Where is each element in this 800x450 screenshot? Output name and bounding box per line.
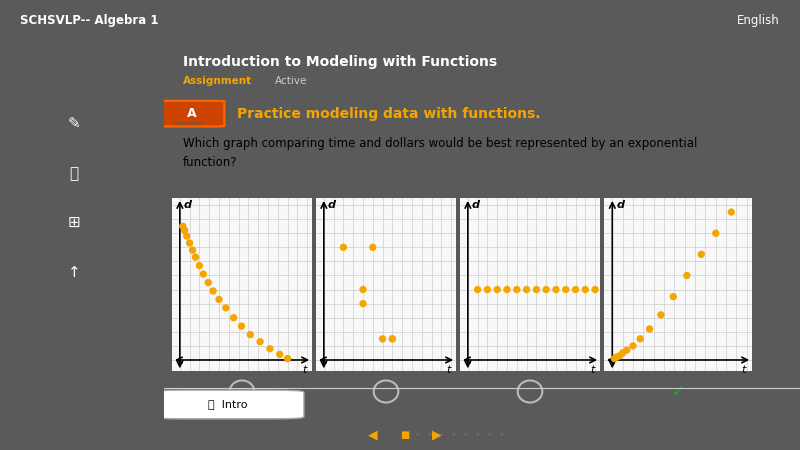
Point bbox=[180, 233, 193, 240]
Text: ▶: ▶ bbox=[432, 429, 442, 442]
Point bbox=[227, 314, 240, 321]
Text: d: d bbox=[328, 200, 336, 210]
Point bbox=[386, 335, 398, 342]
Point bbox=[598, 286, 611, 293]
Point bbox=[725, 208, 738, 216]
Point bbox=[178, 227, 191, 234]
Point bbox=[510, 286, 523, 293]
Point bbox=[357, 286, 370, 293]
Point bbox=[626, 342, 639, 350]
Text: t: t bbox=[742, 364, 746, 375]
Point bbox=[386, 335, 398, 342]
Point bbox=[357, 300, 370, 307]
Text: t: t bbox=[590, 364, 594, 375]
Point bbox=[634, 335, 646, 342]
Text: d: d bbox=[472, 200, 480, 210]
Point bbox=[559, 286, 572, 293]
Point bbox=[695, 251, 708, 258]
Point bbox=[520, 286, 533, 293]
Text: ·: · bbox=[428, 430, 432, 441]
Text: Practice modeling data with functions.: Practice modeling data with functions. bbox=[237, 107, 541, 121]
Text: Introduction to Modeling with Functions: Introduction to Modeling with Functions bbox=[183, 55, 498, 69]
Text: ◀: ◀ bbox=[368, 429, 378, 442]
Point bbox=[613, 352, 626, 360]
Point bbox=[481, 286, 494, 293]
Text: Assignment: Assignment bbox=[173, 121, 206, 126]
Text: SCHSVLP-- Algebra 1: SCHSVLP-- Algebra 1 bbox=[20, 14, 158, 27]
Text: English: English bbox=[738, 14, 780, 27]
Point bbox=[366, 244, 379, 251]
Text: ·: · bbox=[476, 430, 480, 441]
Point bbox=[189, 253, 202, 261]
Point bbox=[263, 345, 276, 352]
FancyBboxPatch shape bbox=[158, 101, 225, 126]
Point bbox=[193, 262, 206, 269]
Text: ■: ■ bbox=[400, 430, 410, 441]
Text: d: d bbox=[184, 200, 192, 210]
Text: ✓: ✓ bbox=[670, 382, 686, 400]
Point bbox=[471, 286, 484, 293]
Point bbox=[610, 354, 623, 361]
Text: ·: · bbox=[452, 430, 456, 441]
Point bbox=[501, 286, 514, 293]
Point bbox=[244, 331, 257, 338]
Text: A: A bbox=[186, 107, 196, 120]
Point bbox=[202, 279, 214, 286]
Text: ✎: ✎ bbox=[67, 116, 80, 131]
Point bbox=[219, 304, 232, 311]
Point bbox=[376, 335, 389, 342]
Point bbox=[608, 355, 621, 362]
Point bbox=[667, 293, 680, 300]
Point bbox=[176, 223, 189, 230]
Text: Assignment: Assignment bbox=[183, 76, 252, 86]
Text: 🔊  Intro: 🔊 Intro bbox=[208, 399, 247, 409]
Text: Which graph comparing time and dollars would be best represented by an exponenti: Which graph comparing time and dollars w… bbox=[183, 137, 698, 169]
Point bbox=[197, 270, 210, 278]
Text: t: t bbox=[446, 364, 450, 375]
Point bbox=[337, 244, 350, 251]
Point bbox=[254, 338, 266, 345]
Point bbox=[569, 286, 582, 293]
Point bbox=[550, 286, 562, 293]
Text: Active: Active bbox=[275, 76, 308, 86]
Text: t: t bbox=[302, 364, 306, 375]
FancyBboxPatch shape bbox=[151, 390, 304, 419]
Text: ·: · bbox=[488, 430, 492, 441]
Text: ·: · bbox=[416, 430, 420, 441]
Point bbox=[643, 325, 656, 333]
Point bbox=[616, 349, 629, 356]
Point bbox=[654, 311, 667, 319]
Point bbox=[680, 272, 693, 279]
Text: ↑: ↑ bbox=[67, 265, 80, 280]
Point bbox=[274, 351, 286, 358]
Point bbox=[710, 230, 722, 237]
Text: d: d bbox=[617, 200, 625, 210]
Point bbox=[579, 286, 592, 293]
Point bbox=[620, 346, 633, 354]
Point bbox=[213, 296, 226, 303]
Point bbox=[530, 286, 542, 293]
Text: ·: · bbox=[440, 430, 444, 441]
Point bbox=[235, 323, 248, 330]
Point bbox=[186, 247, 199, 254]
Text: 🎧: 🎧 bbox=[70, 166, 78, 181]
Text: ·: · bbox=[500, 430, 504, 441]
Point bbox=[540, 286, 553, 293]
Point bbox=[491, 286, 504, 293]
Text: ⊞: ⊞ bbox=[67, 215, 80, 230]
Point bbox=[183, 239, 196, 247]
Point bbox=[206, 288, 219, 295]
Text: ·: · bbox=[464, 430, 468, 441]
Point bbox=[589, 286, 602, 293]
Point bbox=[281, 355, 294, 362]
